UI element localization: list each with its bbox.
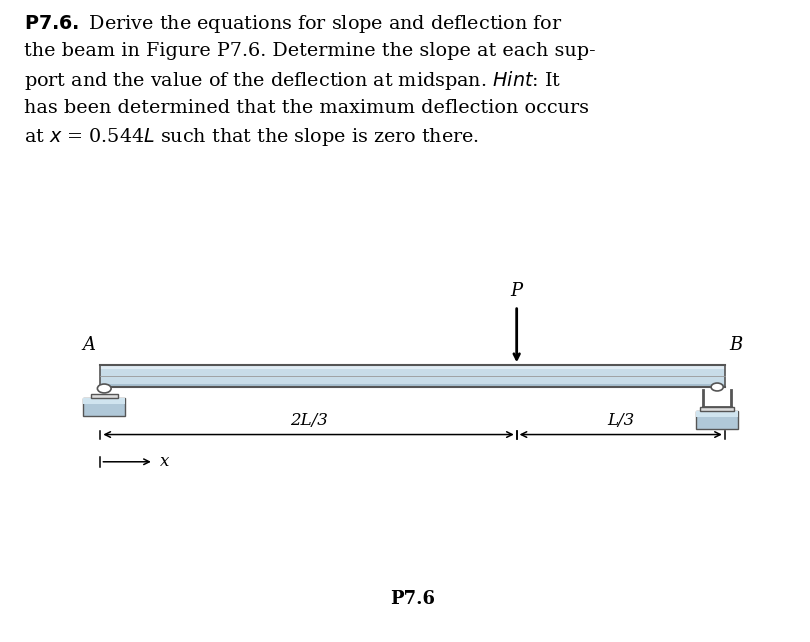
Text: x: x bbox=[160, 453, 169, 471]
Polygon shape bbox=[83, 399, 126, 416]
Circle shape bbox=[711, 383, 723, 391]
Text: P: P bbox=[510, 282, 522, 300]
Polygon shape bbox=[100, 383, 725, 388]
Text: A: A bbox=[83, 336, 96, 354]
Polygon shape bbox=[697, 412, 738, 417]
Text: $\bf{P7.6.}$ Derive the equations for slope and deflection for
the beam in Figur: $\bf{P7.6.}$ Derive the equations for sl… bbox=[24, 13, 596, 148]
Polygon shape bbox=[700, 407, 735, 412]
Polygon shape bbox=[91, 394, 117, 399]
Circle shape bbox=[97, 384, 111, 393]
Polygon shape bbox=[697, 412, 738, 429]
Polygon shape bbox=[83, 399, 126, 404]
Text: P7.6: P7.6 bbox=[390, 590, 435, 608]
Text: B: B bbox=[730, 336, 743, 354]
Text: 2L/3: 2L/3 bbox=[290, 412, 327, 429]
Polygon shape bbox=[100, 365, 725, 369]
Polygon shape bbox=[100, 365, 725, 388]
Text: L/3: L/3 bbox=[608, 412, 634, 429]
